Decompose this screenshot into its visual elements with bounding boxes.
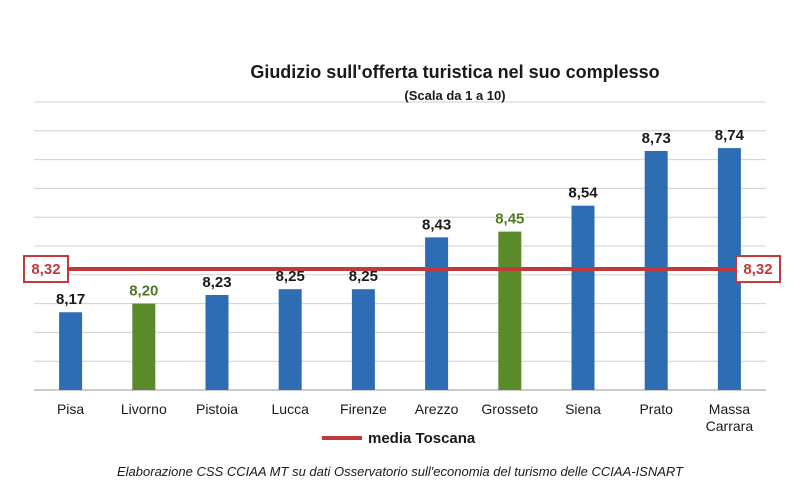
bar-grosseto — [498, 231, 522, 390]
value-label: 8,54 — [568, 185, 598, 202]
bar-arezzo — [425, 237, 449, 390]
category-label: Livorno — [121, 401, 167, 417]
category-label: Pistoia — [196, 401, 238, 417]
reference-label-box — [735, 255, 781, 284]
chart-title: Giudizio sull'offerta turistica nel suo … — [250, 62, 659, 82]
source-footnote: Elaborazione CSS CCIAA MT su dati Osserv… — [117, 464, 684, 479]
bar-firenze — [351, 289, 375, 390]
value-label: 8,43 — [422, 216, 451, 233]
category-label: Siena — [565, 401, 601, 417]
chart-subtitle: (Scala da 1 a 10) — [404, 88, 505, 103]
value-label: 8,20 — [129, 283, 158, 300]
bar-pisa — [59, 312, 83, 390]
reference-label-text: 8,32 — [743, 261, 772, 278]
value-labels: 8,17 8,20 8,23 8,25 8,25 8,43 8,45 8,54 8,73 8,74 — [56, 127, 745, 308]
bar-lucca — [278, 289, 302, 390]
bar-livorno — [132, 303, 156, 390]
value-label: 8,25 — [349, 268, 378, 285]
legend-label: media Toscana — [368, 430, 476, 447]
legend: media Toscana — [322, 430, 476, 447]
category-label: Massa Carrara — [706, 401, 754, 434]
value-label: 8,73 — [642, 130, 671, 147]
category-labels: Pisa Livorno Pistoia Lucca Firenze Arezzo Gros… — [57, 401, 753, 434]
category-label: Arezzo — [415, 401, 459, 417]
value-label: 8,45 — [495, 211, 524, 228]
reference-label-text: 8,32 — [31, 261, 60, 278]
value-label: 8,25 — [276, 268, 305, 285]
reference-label-right: 8,32 — [735, 255, 781, 284]
category-label: Firenze — [340, 401, 387, 417]
category-label: Pisa — [57, 401, 84, 417]
reference-label-box — [23, 255, 69, 284]
bar-siena — [571, 205, 595, 390]
category-label: Prato — [639, 401, 673, 417]
value-label: 8,74 — [715, 127, 745, 144]
reference-line-group: 8,32 8,32 — [23, 255, 781, 284]
value-label: 8,17 — [56, 291, 85, 308]
category-label: Lucca — [272, 401, 310, 417]
category-label: Grosseto — [481, 401, 538, 417]
value-label: 8,23 — [202, 274, 231, 291]
bar-pistoia — [205, 294, 229, 390]
reference-label-left: 8,32 — [23, 255, 69, 284]
gridlines — [34, 101, 766, 391]
